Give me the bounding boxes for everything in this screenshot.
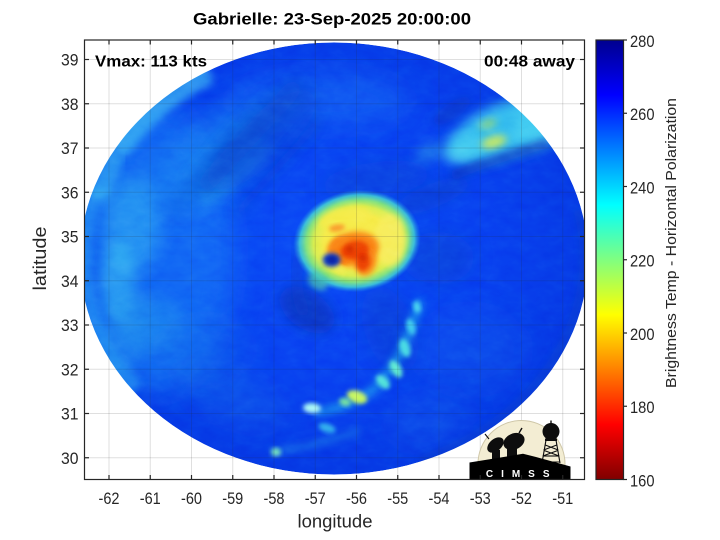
svg-text:31: 31 <box>61 405 79 424</box>
svg-text:280: 280 <box>630 32 655 51</box>
svg-text:-58: -58 <box>264 489 285 508</box>
svg-text:00:48 away: 00:48 away <box>484 54 575 71</box>
svg-text:30: 30 <box>61 449 79 468</box>
svg-text:latitude: latitude <box>30 227 50 291</box>
svg-text:32: 32 <box>61 360 79 379</box>
svg-text:-55: -55 <box>387 489 408 508</box>
svg-text:-57: -57 <box>305 489 326 508</box>
svg-text:34: 34 <box>61 272 79 291</box>
svg-text:-56: -56 <box>346 489 367 508</box>
svg-text:Brightness Temp - Horizontal P: Brightness Temp - Horizontal Polarizatio… <box>663 98 680 388</box>
svg-text:-54: -54 <box>429 489 450 508</box>
svg-text:36: 36 <box>61 183 79 202</box>
svg-text:-61: -61 <box>140 489 161 508</box>
svg-text:33: 33 <box>61 316 79 335</box>
svg-text:180: 180 <box>630 398 655 417</box>
svg-text:-62: -62 <box>99 489 120 508</box>
svg-text:-53: -53 <box>470 489 491 508</box>
svg-text:200: 200 <box>630 325 655 344</box>
svg-text:160: 160 <box>630 471 655 490</box>
svg-text:35: 35 <box>61 228 79 247</box>
svg-text:220: 220 <box>630 252 655 271</box>
svg-text:-52: -52 <box>511 489 532 508</box>
svg-text:-59: -59 <box>222 489 243 508</box>
svg-text:Vmax: 113 kts: Vmax: 113 kts <box>95 54 207 71</box>
svg-text:37: 37 <box>61 139 79 158</box>
svg-text:38: 38 <box>61 95 79 114</box>
svg-text:C I M S S: C I M S S <box>486 469 552 480</box>
svg-text:-51: -51 <box>552 489 573 508</box>
svg-text:-60: -60 <box>181 489 202 508</box>
svg-text:Gabrielle: 23-Sep-2025 20:00:0: Gabrielle: 23-Sep-2025 20:00:00 <box>193 11 471 29</box>
svg-text:longitude: longitude <box>298 512 373 532</box>
svg-text:260: 260 <box>630 105 655 124</box>
svg-text:39: 39 <box>61 51 79 70</box>
svg-text:240: 240 <box>630 178 655 197</box>
